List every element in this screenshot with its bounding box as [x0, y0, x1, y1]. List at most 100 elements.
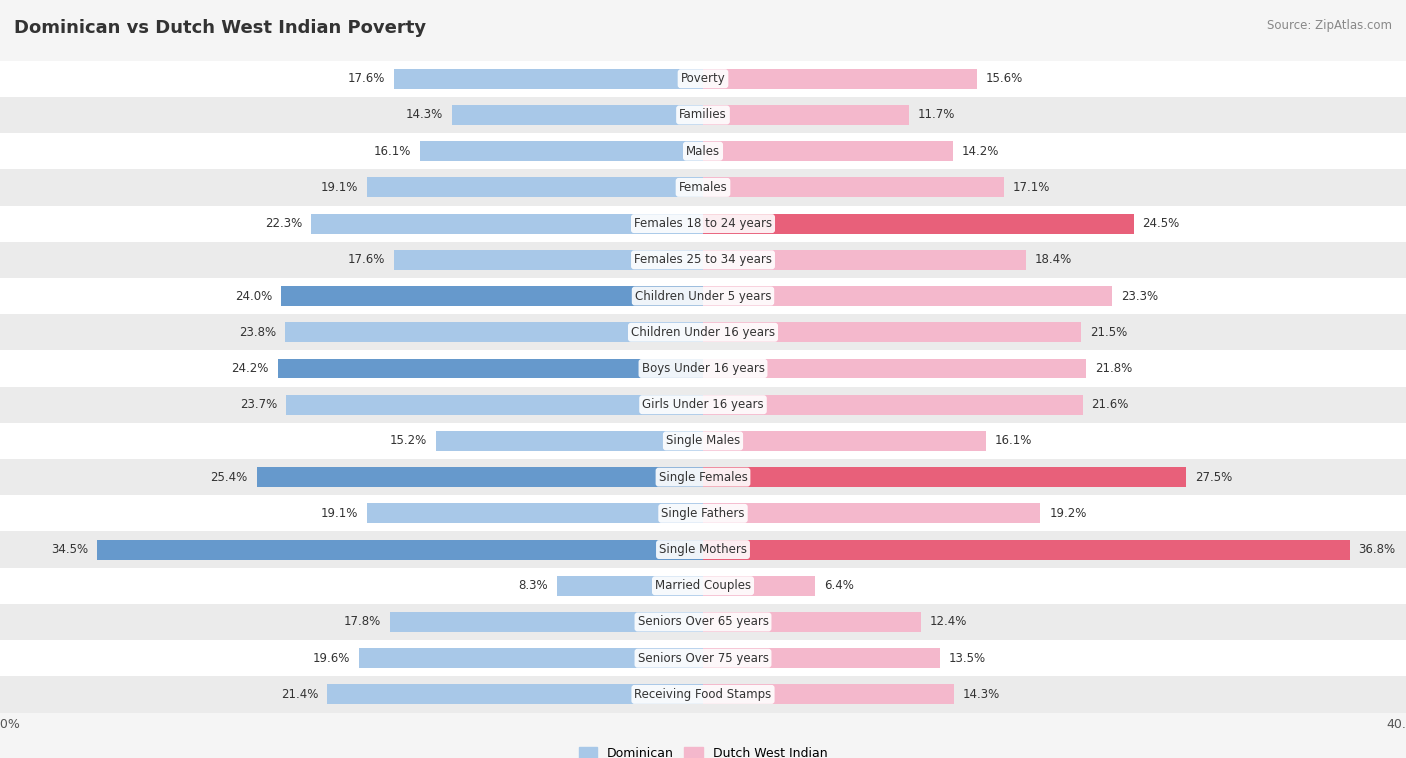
Text: 19.1%: 19.1%: [321, 181, 359, 194]
Text: Males: Males: [686, 145, 720, 158]
Text: 17.6%: 17.6%: [347, 72, 385, 85]
Text: Females 25 to 34 years: Females 25 to 34 years: [634, 253, 772, 266]
Text: Families: Families: [679, 108, 727, 121]
Text: 23.8%: 23.8%: [239, 326, 276, 339]
Text: 16.1%: 16.1%: [995, 434, 1032, 447]
Bar: [391, 612, 703, 632]
Bar: [703, 503, 1040, 523]
Bar: [703, 576, 815, 596]
Legend: Dominican, Dutch West Indian: Dominican, Dutch West Indian: [574, 742, 832, 758]
Text: Girls Under 16 years: Girls Under 16 years: [643, 398, 763, 411]
Bar: [703, 648, 941, 668]
Bar: [367, 177, 703, 197]
Bar: [436, 431, 703, 451]
Text: 15.6%: 15.6%: [986, 72, 1024, 85]
Bar: [0, 350, 1406, 387]
Text: 17.8%: 17.8%: [344, 615, 381, 628]
Text: 11.7%: 11.7%: [917, 108, 955, 121]
Text: 18.4%: 18.4%: [1035, 253, 1073, 266]
Bar: [703, 177, 1004, 197]
Text: 19.6%: 19.6%: [312, 652, 350, 665]
Text: 25.4%: 25.4%: [211, 471, 247, 484]
Text: 21.6%: 21.6%: [1091, 398, 1129, 411]
Bar: [703, 540, 1350, 559]
Bar: [394, 69, 703, 89]
Text: 23.7%: 23.7%: [240, 398, 278, 411]
Bar: [703, 431, 986, 451]
Bar: [311, 214, 703, 233]
Bar: [0, 169, 1406, 205]
Bar: [0, 604, 1406, 640]
Text: 23.3%: 23.3%: [1122, 290, 1159, 302]
Text: Source: ZipAtlas.com: Source: ZipAtlas.com: [1267, 19, 1392, 32]
Text: 19.1%: 19.1%: [321, 507, 359, 520]
Text: 17.1%: 17.1%: [1012, 181, 1050, 194]
Text: 21.4%: 21.4%: [281, 688, 318, 701]
Text: 21.5%: 21.5%: [1090, 326, 1126, 339]
Bar: [278, 359, 703, 378]
Text: Children Under 5 years: Children Under 5 years: [634, 290, 772, 302]
Bar: [703, 467, 1187, 487]
Text: 16.1%: 16.1%: [374, 145, 412, 158]
Text: Boys Under 16 years: Boys Under 16 years: [641, 362, 765, 375]
Text: 24.5%: 24.5%: [1142, 217, 1180, 230]
Text: 6.4%: 6.4%: [824, 579, 853, 592]
Text: 21.8%: 21.8%: [1095, 362, 1132, 375]
Text: Dominican vs Dutch West Indian Poverty: Dominican vs Dutch West Indian Poverty: [14, 19, 426, 37]
Bar: [394, 250, 703, 270]
Bar: [0, 314, 1406, 350]
Text: Single Mothers: Single Mothers: [659, 543, 747, 556]
Bar: [285, 322, 703, 342]
Bar: [0, 205, 1406, 242]
Bar: [703, 395, 1083, 415]
Bar: [0, 423, 1406, 459]
Text: Single Males: Single Males: [666, 434, 740, 447]
Text: Married Couples: Married Couples: [655, 579, 751, 592]
Text: Seniors Over 75 years: Seniors Over 75 years: [637, 652, 769, 665]
Bar: [328, 684, 703, 704]
Bar: [451, 105, 703, 125]
Text: 36.8%: 36.8%: [1358, 543, 1396, 556]
Text: 22.3%: 22.3%: [266, 217, 302, 230]
Bar: [420, 141, 703, 161]
Bar: [0, 133, 1406, 169]
Text: 34.5%: 34.5%: [51, 543, 87, 556]
Text: Children Under 16 years: Children Under 16 years: [631, 326, 775, 339]
Text: Seniors Over 65 years: Seniors Over 65 years: [637, 615, 769, 628]
Bar: [97, 540, 703, 559]
Bar: [287, 395, 703, 415]
Text: 24.0%: 24.0%: [235, 290, 273, 302]
Text: Poverty: Poverty: [681, 72, 725, 85]
Bar: [703, 69, 977, 89]
Bar: [703, 322, 1081, 342]
Bar: [703, 684, 955, 704]
Text: 15.2%: 15.2%: [389, 434, 427, 447]
Bar: [703, 141, 953, 161]
Bar: [0, 640, 1406, 676]
Text: 13.5%: 13.5%: [949, 652, 986, 665]
Text: 12.4%: 12.4%: [929, 615, 967, 628]
Text: Females: Females: [679, 181, 727, 194]
Bar: [703, 286, 1112, 306]
Bar: [703, 105, 908, 125]
Text: 8.3%: 8.3%: [519, 579, 548, 592]
Bar: [367, 503, 703, 523]
Text: Single Fathers: Single Fathers: [661, 507, 745, 520]
Bar: [703, 612, 921, 632]
Bar: [0, 568, 1406, 604]
Bar: [281, 286, 703, 306]
Text: 14.3%: 14.3%: [963, 688, 1000, 701]
Text: 14.3%: 14.3%: [406, 108, 443, 121]
Bar: [359, 648, 703, 668]
Text: 27.5%: 27.5%: [1195, 471, 1232, 484]
Bar: [557, 576, 703, 596]
Bar: [703, 214, 1133, 233]
Text: Females 18 to 24 years: Females 18 to 24 years: [634, 217, 772, 230]
Bar: [0, 242, 1406, 278]
Bar: [257, 467, 703, 487]
Bar: [703, 250, 1026, 270]
Bar: [0, 459, 1406, 495]
Text: Receiving Food Stamps: Receiving Food Stamps: [634, 688, 772, 701]
Text: 19.2%: 19.2%: [1049, 507, 1087, 520]
Bar: [0, 97, 1406, 133]
